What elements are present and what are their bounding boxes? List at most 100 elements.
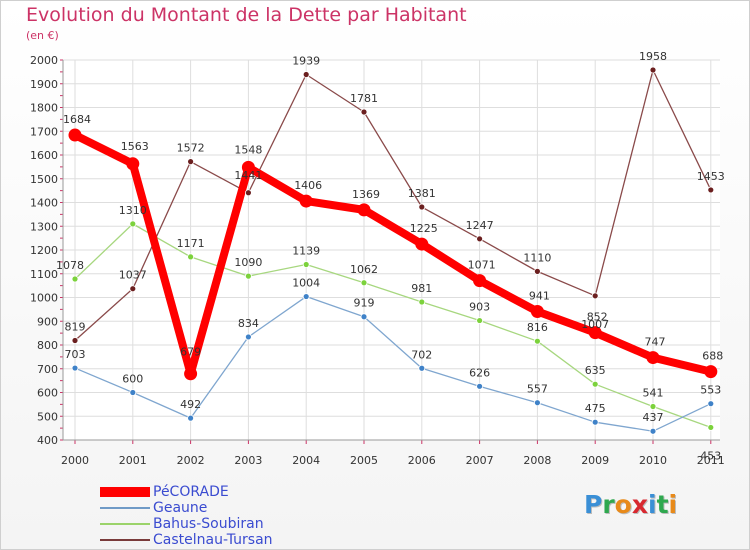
y-tick-label: 1600: [30, 149, 58, 162]
data-label: 453: [700, 449, 721, 462]
y-tick-label: 1100: [30, 268, 58, 281]
y-tick-label: 800: [37, 339, 58, 352]
y-tick-label: 1900: [30, 78, 58, 91]
data-label: 1781: [350, 92, 378, 105]
series-line-3: [74, 69, 712, 342]
x-tick-label: 2011: [697, 454, 725, 467]
data-label: 626: [469, 366, 490, 379]
data-label: 557: [527, 383, 548, 396]
data-label: 1171: [177, 237, 205, 250]
data-label: 1071: [468, 259, 496, 272]
data-point: [591, 380, 599, 388]
data-point: [707, 400, 715, 408]
data-label: 437: [643, 411, 664, 424]
data-point: [71, 364, 79, 372]
data-label: 1310: [119, 204, 147, 217]
data-point: [126, 157, 140, 171]
data-label: 1572: [177, 142, 205, 155]
data-label: 1548: [234, 143, 262, 156]
data-point: [187, 158, 195, 166]
data-point: [646, 351, 660, 365]
y-tick-label: 600: [37, 387, 58, 400]
chart-title: Evolution du Montant de la Dette par Hab…: [26, 4, 467, 26]
y-tick-label: 2000: [30, 54, 58, 67]
data-point: [241, 160, 255, 174]
data-point: [591, 292, 599, 300]
y-tick-label: 1400: [30, 197, 58, 210]
data-label: 1563: [121, 140, 149, 153]
data-point: [588, 326, 602, 340]
logo-letter: i: [648, 490, 657, 519]
data-label: 834: [238, 317, 259, 330]
data-label: 1062: [350, 263, 378, 276]
y-tick-label: 1800: [30, 102, 58, 115]
y-tick-label: 1500: [30, 173, 58, 186]
data-label: 703: [65, 348, 86, 361]
logo-letter: t: [656, 490, 669, 519]
data-label: 903: [469, 301, 490, 314]
data-point: [649, 403, 657, 410]
y-tick-label: 1700: [30, 125, 58, 138]
data-point: [476, 382, 484, 390]
proxiti-logo: Proxiti: [584, 490, 677, 519]
data-point: [530, 305, 544, 319]
data-label: 852: [587, 311, 608, 324]
data-point: [244, 333, 252, 341]
data-label: 1078: [56, 259, 84, 272]
logo-letter: i: [668, 490, 678, 519]
data-label: 475: [585, 402, 606, 415]
logo-letter: x: [631, 490, 648, 519]
y-tick-label: 900: [37, 315, 58, 328]
data-point: [534, 399, 541, 407]
data-label: 600: [122, 373, 143, 386]
data-point: [418, 364, 426, 372]
legend-label: Bahus-Soubiran: [153, 516, 264, 532]
series-line-1: [74, 295, 712, 432]
y-tick-label: 1300: [30, 220, 58, 233]
data-label: 1139: [292, 244, 320, 257]
data-point: [129, 220, 137, 228]
data-point: [244, 189, 252, 197]
data-point: [360, 279, 368, 287]
data-label: 1247: [466, 219, 494, 232]
data-label: 553: [700, 384, 721, 397]
data-point: [476, 317, 484, 324]
data-point: [704, 365, 718, 379]
logo-letter: o: [614, 490, 632, 519]
data-point: [473, 274, 487, 288]
data-label: 747: [645, 336, 666, 349]
x-tick-label: 2006: [408, 454, 436, 467]
x-tick-label: 2005: [350, 454, 378, 467]
data-label: 1369: [352, 188, 380, 201]
data-point: [244, 272, 252, 280]
x-tick-label: 2003: [234, 454, 262, 467]
y-tick-label: 1200: [30, 244, 58, 257]
data-point: [302, 293, 310, 300]
data-label: 1110: [523, 251, 551, 264]
data-point: [129, 389, 137, 396]
data-point: [534, 337, 541, 345]
data-label: 1090: [234, 256, 262, 269]
chart-subtitle: (en €): [26, 29, 59, 42]
data-point: [534, 267, 541, 275]
y-tick-label: 700: [37, 363, 58, 376]
data-point: [299, 194, 313, 208]
data-label: 702: [411, 348, 432, 361]
logo-letter: r: [602, 490, 615, 519]
x-tick-label: 2000: [61, 454, 89, 467]
data-label: 1406: [294, 179, 322, 192]
logo-letter: P: [584, 490, 603, 519]
data-label: 492: [180, 398, 201, 411]
data-label: 981: [411, 282, 432, 295]
data-point: [357, 203, 371, 217]
data-label: 1684: [63, 113, 91, 126]
y-tick-label: 1000: [30, 292, 58, 305]
legend-swatch: [100, 487, 150, 497]
data-label: 1441: [234, 169, 262, 182]
data-point: [415, 237, 429, 251]
data-point: [360, 108, 368, 116]
data-point: [302, 71, 310, 78]
x-tick-label: 2002: [177, 454, 205, 467]
data-point: [707, 186, 715, 194]
data-label: 1453: [697, 170, 725, 183]
